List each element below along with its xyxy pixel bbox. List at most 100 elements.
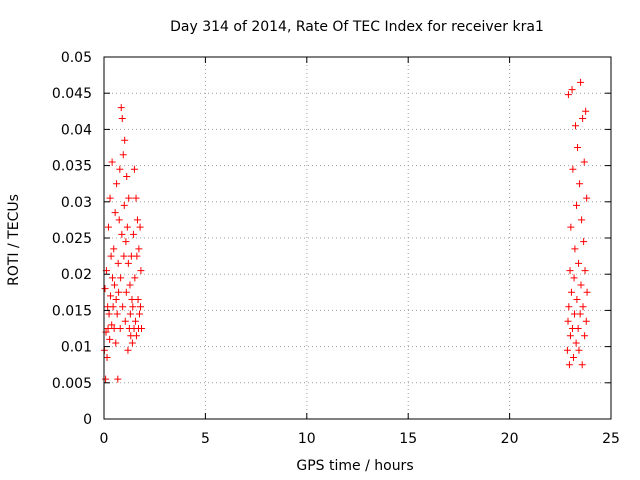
x-tick-label: 15 [399,431,417,447]
y-tick-label: 0.03 [61,195,92,211]
data-point [581,267,589,275]
data-point [133,252,141,260]
data-point [575,259,583,267]
data-point [563,346,571,354]
data-point [126,281,134,289]
data-point [567,288,575,296]
x-tick-label: 10 [298,431,316,447]
data-point [570,274,578,282]
data-point [129,230,137,238]
data-point [113,180,121,188]
data-point [137,267,145,275]
data-point [113,310,121,318]
data-point [579,303,587,311]
data-point [574,144,582,151]
data-point [583,288,591,296]
data-point [115,216,123,224]
x-tick-label: 20 [501,431,519,447]
y-axis-label: ROTI / TECUs [6,194,22,286]
data-point [117,104,125,112]
data-point [114,259,122,267]
data-point [104,325,112,332]
data-point [101,285,109,293]
data-point [128,296,136,304]
data-point [116,325,124,332]
data-point [120,252,128,260]
data-point [112,296,120,304]
data-point [106,194,114,202]
x-tick-label: 5 [201,431,210,447]
y-tick-label: 0.04 [61,122,92,138]
y-tick-label: 0.05 [61,50,92,66]
data-point [131,317,139,325]
data-point [103,353,111,361]
data-point [116,165,124,173]
data-point [123,223,131,231]
data-point [137,303,145,311]
data-point [106,292,114,300]
x-tick-labels: 0 5 10 15 20 25 [100,431,620,447]
x-tick-label: 0 [100,431,109,447]
data-point [578,361,586,369]
data-point [119,303,127,311]
data-point [566,267,574,275]
data-point [576,310,584,318]
y-tick-label: 0.015 [52,303,92,319]
y-tick-label: 0.035 [52,159,92,175]
data-point [118,230,126,238]
data-point [109,274,117,282]
data-point [122,238,130,246]
data-point [121,136,129,144]
data-point [110,325,118,332]
data-point [130,165,138,173]
x-tick-label: 25 [602,431,620,447]
points-layer [100,78,591,383]
data-point [102,375,110,383]
data-point [577,78,585,86]
x-axis-label: GPS time / hours [296,458,413,474]
data-point [124,259,132,267]
data-point [128,339,136,347]
data-point [580,238,588,246]
data-point [134,296,142,304]
data-point [571,245,579,253]
data-point [110,245,118,253]
chart-title: Day 314 of 2014, Rate Of TEC Index for r… [170,19,544,35]
data-point [132,332,140,340]
data-point [132,194,140,202]
data-point [575,346,583,354]
data-point [572,122,580,130]
data-point [109,303,117,311]
data-point [120,201,128,209]
data-point [106,335,114,343]
data-point [576,180,584,188]
data-point [111,209,119,217]
data-point [566,332,574,340]
data-point [583,194,591,202]
data-point [112,339,120,347]
y-tick-label: 0.02 [61,267,92,283]
data-point [105,310,113,318]
data-point [565,361,573,369]
y-tick-label: 0.045 [52,86,92,102]
data-point [129,303,137,311]
data-point [121,317,129,325]
data-point [117,274,125,282]
y-tick-label: 0 [83,412,92,428]
data-point [573,296,581,304]
data-point [577,281,585,289]
data-point [126,310,134,318]
axis-layer [103,56,612,420]
data-point [572,339,580,347]
data-point [138,325,146,332]
data-point [119,151,127,159]
data-point [582,317,590,325]
y-tick-label: 0.005 [52,376,92,392]
data-point [568,86,576,94]
data-point [107,252,115,260]
y-tick-label: 0.01 [61,340,92,356]
data-point [133,216,141,224]
data-point [136,223,144,231]
